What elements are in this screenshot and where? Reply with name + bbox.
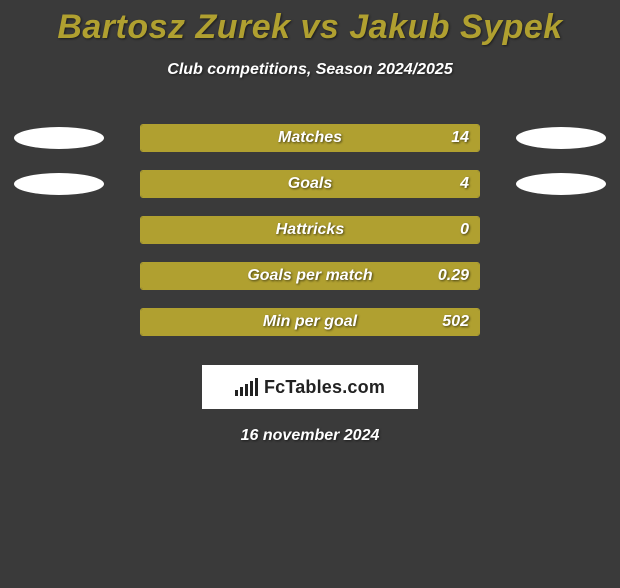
stat-row-hattricks: Hattricks 0: [0, 207, 620, 253]
page-subtitle: Club competitions, Season 2024/2025: [0, 61, 620, 79]
stat-value: 4: [460, 175, 469, 193]
logo-bar: [250, 381, 253, 396]
left-oval-icon: [14, 127, 104, 149]
stat-row-goals-per-match: Goals per match 0.29: [0, 253, 620, 299]
logo-chart-icon: [235, 378, 258, 396]
stat-label: Min per goal: [141, 313, 479, 331]
logo-text: FcTables.com: [264, 377, 385, 398]
page-title: Bartosz Zurek vs Jakub Sypek: [0, 8, 620, 47]
stat-label: Matches: [141, 129, 479, 147]
stat-label: Goals per match: [141, 267, 479, 285]
stat-bar: Goals per match 0.29: [140, 262, 480, 290]
stat-label: Hattricks: [141, 221, 479, 239]
right-oval-icon: [516, 127, 606, 149]
stat-row-matches: Matches 14: [0, 115, 620, 161]
stat-row-min-per-goal: Min per goal 502: [0, 299, 620, 345]
stat-bar: Hattricks 0: [140, 216, 480, 244]
stat-value: 0.29: [438, 267, 469, 285]
stat-bar: Matches 14: [140, 124, 480, 152]
stat-value: 0: [460, 221, 469, 239]
logo-bar: [255, 378, 258, 396]
footer-date: 16 november 2024: [0, 427, 620, 445]
logo-bar: [235, 390, 238, 396]
stat-value: 502: [442, 313, 469, 331]
stat-bar: Min per goal 502: [140, 308, 480, 336]
stat-row-goals: Goals 4: [0, 161, 620, 207]
left-oval-icon: [14, 173, 104, 195]
logo-bar: [245, 384, 248, 396]
stat-label: Goals: [141, 175, 479, 193]
stat-value: 14: [451, 129, 469, 147]
logo-box: FcTables.com: [202, 365, 418, 409]
logo-bar: [240, 387, 243, 396]
stats-container: Matches 14 Goals 4 Hattricks 0 Goals per…: [0, 115, 620, 345]
stat-bar: Goals 4: [140, 170, 480, 198]
right-oval-icon: [516, 173, 606, 195]
